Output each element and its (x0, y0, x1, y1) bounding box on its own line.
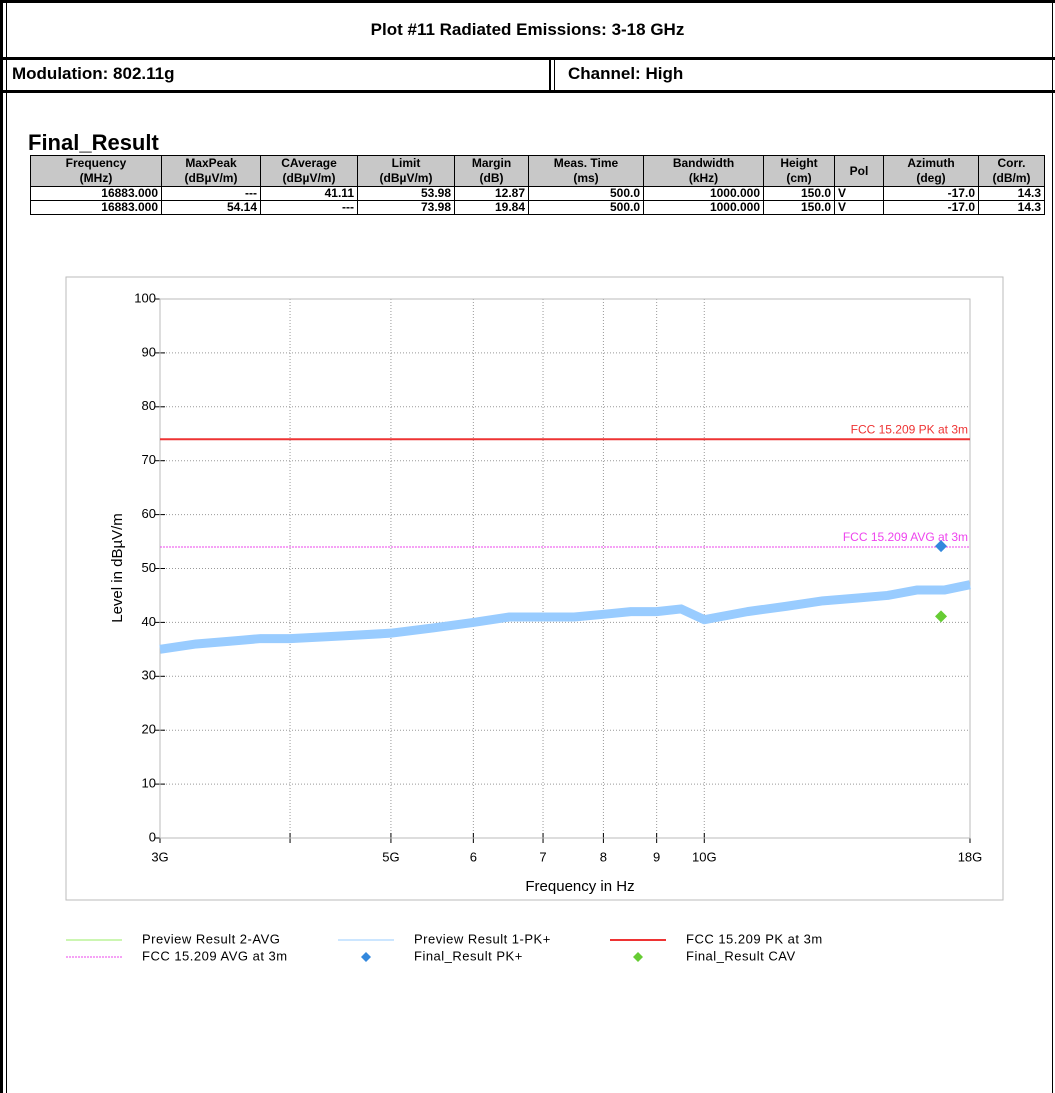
legend-label: Final_Result CAV (686, 948, 796, 963)
marker (935, 610, 948, 623)
header-text: CAverage (281, 156, 337, 170)
y-tick-label: 90 (142, 344, 156, 359)
cell: 14.3 (978, 200, 1045, 215)
line-label: FCC 15.209 PK at 3m (851, 422, 968, 436)
header-text: (MHz) (79, 171, 113, 185)
header-text: Margin (471, 156, 512, 170)
header-text: (dBµV/m) (379, 171, 433, 185)
border (0, 0, 1055, 3)
header-text: Azimuth (907, 156, 955, 170)
cell: 1000.000 (643, 186, 764, 201)
border (0, 57, 1055, 60)
border (549, 60, 551, 90)
header-cell: MaxPeak (dBµV/m) (161, 155, 261, 187)
header-text: Meas. Time (553, 156, 619, 170)
channel: Channel: High (568, 64, 684, 83)
line-label: FCC 15.209 AVG at 3m (843, 530, 968, 544)
y-tick-label: 60 (142, 506, 156, 521)
title: Plot #11 Radiated Emissions: 3-18 GHz (370, 20, 685, 39)
x-tick-label: 9 (653, 849, 660, 864)
header-text: Frequency (65, 156, 127, 170)
marker (935, 540, 948, 553)
header-text: (ms) (573, 171, 599, 185)
header-text: Corr. (997, 156, 1026, 170)
header-text: (dBµV/m) (184, 171, 238, 185)
legend-label: FCC 15.209 AVG at 3m (142, 948, 288, 963)
y-tick-label: 30 (142, 668, 156, 683)
header-cell: CAverage (dBµV/m) (260, 155, 358, 187)
legend-marker (633, 952, 643, 962)
header-text: (dB) (479, 171, 504, 185)
legend-label: Final_Result PK+ (414, 948, 523, 963)
x-tick-label: 8 (600, 849, 607, 864)
table-row: 16883.000 --- 41.11 53.98 12.87 500.0 1000.000… (30, 186, 1045, 201)
header-cell: Height (cm) (763, 155, 835, 187)
y-tick-label: 80 (142, 398, 156, 413)
x-axis-title: Frequency in Hz (525, 878, 634, 895)
legend-marker (361, 952, 371, 962)
x-tick-label: 6 (470, 849, 477, 864)
header-text: (dBµV/m) (282, 171, 336, 185)
header-text: Pol (849, 163, 869, 178)
border (0, 0, 3, 1093)
cell: 150.0 (763, 200, 835, 215)
y-tick-label: 0 (149, 829, 156, 844)
y-tick-label: 100 (134, 290, 156, 305)
y-axis-title: Level in dBµV/m (109, 513, 126, 623)
header-text: (deg) (916, 171, 946, 185)
modulation: Modulation: 802.11g (12, 64, 175, 83)
y-tick-label: 10 (142, 776, 156, 791)
x-tick-label: 3G (151, 849, 168, 864)
x-tick-label: 18G (958, 849, 983, 864)
x-tick-label: 10G (692, 849, 717, 864)
legend-label: FCC 15.209 PK at 3m (686, 931, 823, 946)
header-text: (cm) (786, 171, 812, 185)
header-text: Bandwidth (672, 156, 735, 170)
y-tick-label: 20 (142, 722, 156, 737)
plot-border (159, 298, 971, 839)
cell: 54.14 (161, 200, 261, 215)
border (1052, 0, 1053, 1093)
header-text: (dB/m) (992, 171, 1031, 185)
x-tick-label: 7 (539, 849, 546, 864)
legend-label: Preview Result 2-AVG (142, 931, 280, 946)
cell: 19.84 (454, 200, 529, 215)
header-cell: Pol (834, 155, 884, 187)
chart-frame (65, 276, 1004, 901)
header-cell: Frequency (MHz) (30, 155, 162, 187)
header-cell: Margin (dB) (454, 155, 529, 187)
header-text: (kHz) (688, 171, 719, 185)
cell: --- (260, 200, 358, 215)
legend-label: Preview Result 1-PK+ (414, 931, 551, 946)
cell: 14.3 (978, 186, 1045, 201)
border (0, 90, 1055, 93)
border (554, 60, 555, 90)
cell: -17.0 (883, 200, 979, 215)
x-tick-label: 5G (382, 849, 399, 864)
cell: 16883.000 (30, 200, 162, 215)
series-line (159, 580, 971, 654)
header-text: MaxPeak (185, 156, 237, 170)
y-tick-label: 70 (142, 452, 156, 467)
header-cell: Bandwidth (kHz) (643, 155, 764, 187)
header-text: Limit (391, 156, 421, 170)
border (6, 0, 7, 1093)
y-tick-label: 50 (142, 560, 156, 575)
cell: 16883.000 (30, 186, 162, 201)
table-row: 16883.000 54.14 --- 73.98 19.84 500.0 1000.000… (30, 200, 1045, 215)
header-cell: Meas. Time (ms) (528, 155, 644, 187)
y-tick-label: 40 (142, 614, 156, 629)
table-row: Frequency (MHz) MaxPeak (dBµV/m) CAverage (dB… (30, 155, 1045, 187)
table-title: Final_Result (28, 130, 159, 155)
cell: 500.0 (528, 200, 644, 215)
header-cell: Limit (dBµV/m) (357, 155, 455, 187)
header-text: Height (780, 156, 818, 170)
result-table: Frequency (MHz) MaxPeak (dBµV/m) CAverage (dB… (30, 155, 1045, 215)
